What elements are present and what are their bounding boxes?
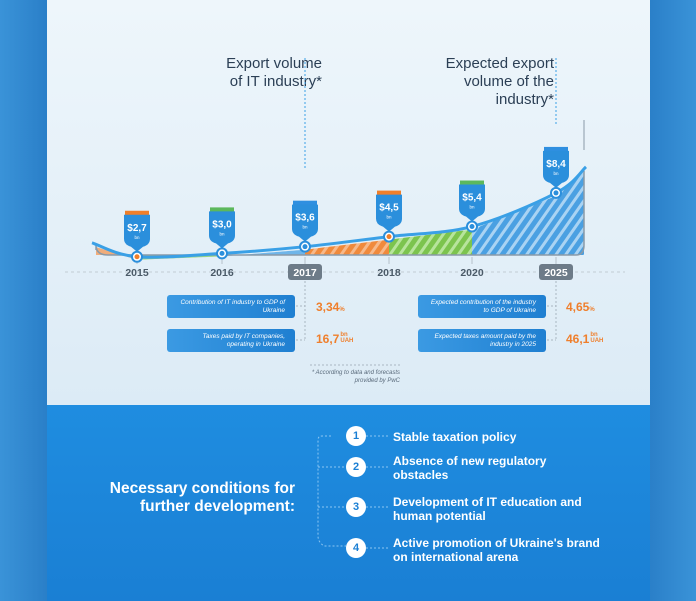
value-unit-2015: bn bbox=[134, 235, 140, 240]
point-dot-2018 bbox=[386, 234, 392, 240]
annotation-line: Export volume bbox=[226, 55, 322, 72]
value-label-2020: $5,4 bbox=[462, 193, 482, 204]
point-dot-2017 bbox=[302, 244, 308, 250]
area-segment-2018 bbox=[305, 239, 389, 255]
condition-text-1: Stable taxation policy bbox=[393, 430, 623, 444]
condition-line: Stable taxation policy bbox=[393, 430, 517, 444]
gdp-value-unit: % bbox=[339, 307, 345, 313]
value-tag-2017 bbox=[292, 204, 318, 242]
point-dot-2015 bbox=[134, 254, 140, 260]
value-unit-2020: bn bbox=[469, 205, 475, 210]
annotation-export-volume: Export volume of IT industry* bbox=[182, 55, 322, 91]
condition-number-1: 1 bbox=[346, 426, 366, 446]
expected-taxes-value: 46,1bn UAH bbox=[566, 332, 603, 346]
condition-number-2: 2 bbox=[346, 457, 366, 477]
right-border bbox=[649, 0, 696, 601]
value-tag-2018 bbox=[376, 194, 402, 232]
area-segment-2020 bbox=[389, 229, 472, 255]
taxes-value-number: 16,7 bbox=[316, 332, 340, 346]
area-segment-2025 bbox=[472, 171, 584, 255]
condition-number-3: 3 bbox=[346, 497, 366, 517]
source-note: * According to data and forecasts provid… bbox=[290, 369, 400, 385]
value-tag-cap-2017 bbox=[293, 200, 317, 206]
value-tag-2020 bbox=[459, 184, 485, 222]
expected-gdp-number: 4,65 bbox=[566, 300, 590, 314]
value-tag-cap-2025 bbox=[544, 146, 568, 152]
value-label-2015: $2,7 bbox=[127, 223, 147, 234]
annotation-line: industry* bbox=[495, 91, 554, 108]
expected-taxes-label: Expected taxes amount paid by the indust… bbox=[434, 332, 536, 348]
value-tag-cap-2020 bbox=[460, 180, 484, 186]
annotation-line: Expected export bbox=[445, 55, 554, 72]
source-note-line: provided by PwC bbox=[354, 378, 400, 384]
year-label-2015: 2015 bbox=[125, 267, 149, 279]
expected-gdp-label: Expected contribution of the industry to… bbox=[430, 298, 536, 314]
value-label-2016: $3,0 bbox=[212, 219, 232, 230]
point-dot-2025 bbox=[553, 190, 559, 196]
year-label-2017: 2017 bbox=[293, 267, 317, 279]
gdp-contribution-box: Contribution of IT industry to GDP of Uk… bbox=[167, 295, 295, 318]
annotation-line: of IT industry* bbox=[229, 73, 322, 90]
condition-line: Absence of new regulatory bbox=[393, 454, 547, 468]
value-tag-cap-2015 bbox=[125, 210, 149, 216]
value-label-2017: $3,6 bbox=[295, 213, 315, 224]
annotation-line: volume of the bbox=[463, 73, 554, 90]
gdp-value-number: 3,34 bbox=[316, 300, 340, 314]
condition-line: Active promotion of Ukraine's brand bbox=[393, 536, 600, 550]
value-unit-2025: bn bbox=[553, 171, 559, 176]
source-note-line: * According to data and forecasts bbox=[311, 370, 400, 376]
condition-text-3: Development of IT education and human po… bbox=[393, 495, 623, 523]
condition-line: obstacles bbox=[393, 468, 449, 482]
condition-text-2: Absence of new regulatory obstacles bbox=[393, 454, 623, 482]
condition-line: human potential bbox=[393, 509, 486, 523]
value-label-2018: $4,5 bbox=[379, 203, 399, 214]
expected-taxes-number: 46,1 bbox=[566, 332, 590, 346]
expected-taxes-unit-bottom: UAH bbox=[590, 338, 604, 344]
year-label-2016: 2016 bbox=[210, 267, 234, 279]
value-tag-2015 bbox=[124, 214, 150, 252]
expected-gdp-unit: % bbox=[589, 307, 595, 313]
conditions-title-line: further development: bbox=[139, 498, 295, 515]
value-unit-2017: bn bbox=[302, 225, 308, 230]
left-border bbox=[0, 0, 47, 601]
taxes-paid-value: 16,7bn UAH bbox=[316, 332, 353, 346]
taxes-unit-top: bn bbox=[340, 332, 348, 338]
value-unit-2016: bn bbox=[219, 231, 225, 236]
point-dot-2016 bbox=[219, 250, 225, 256]
value-unit-2018: bn bbox=[386, 215, 392, 220]
value-label-2025: $8,4 bbox=[546, 159, 566, 170]
taxes-paid-box: Taxes paid by IT companies, operating in… bbox=[167, 329, 295, 352]
gdp-contribution-value: 3,34% bbox=[316, 300, 345, 314]
year-label-2018: 2018 bbox=[377, 267, 401, 279]
conditions-title-line: Necessary conditions for bbox=[109, 480, 295, 497]
point-dot-2020 bbox=[469, 224, 475, 230]
annotation-expected-export: Expected export volume of the industry* bbox=[414, 55, 554, 109]
area-outline bbox=[95, 170, 585, 256]
value-tag-cap-2018 bbox=[377, 190, 401, 196]
condition-line: on international arena bbox=[393, 550, 519, 564]
year-highlight-2025 bbox=[539, 264, 573, 280]
value-tag-2016 bbox=[209, 211, 235, 249]
expected-taxes-box: Expected taxes amount paid by the indust… bbox=[418, 329, 546, 352]
value-tag-cap-2016 bbox=[210, 207, 234, 213]
conditions-title: Necessary conditions for further develop… bbox=[90, 480, 295, 516]
expected-gdp-value: 4,65% bbox=[566, 300, 595, 314]
trend-line bbox=[91, 165, 588, 259]
taxes-paid-label: Taxes paid by IT companies, operating in… bbox=[202, 332, 286, 348]
year-label-2020: 2020 bbox=[460, 267, 484, 279]
expected-taxes-unit-top: bn bbox=[590, 332, 598, 338]
condition-text-4: Active promotion of Ukraine's brand on i… bbox=[393, 536, 623, 564]
condition-line: Development of IT education and bbox=[393, 495, 582, 509]
expected-gdp-box: Expected contribution of the industry to… bbox=[418, 295, 546, 318]
value-tag-2025 bbox=[543, 150, 569, 188]
year-label-2025: 2025 bbox=[544, 267, 568, 279]
year-highlight-2017 bbox=[288, 264, 322, 280]
condition-number-4: 4 bbox=[346, 538, 366, 558]
gdp-contribution-label: Contribution of IT industry to GDP of Uk… bbox=[180, 298, 285, 314]
taxes-unit-bottom: UAH bbox=[340, 338, 354, 344]
